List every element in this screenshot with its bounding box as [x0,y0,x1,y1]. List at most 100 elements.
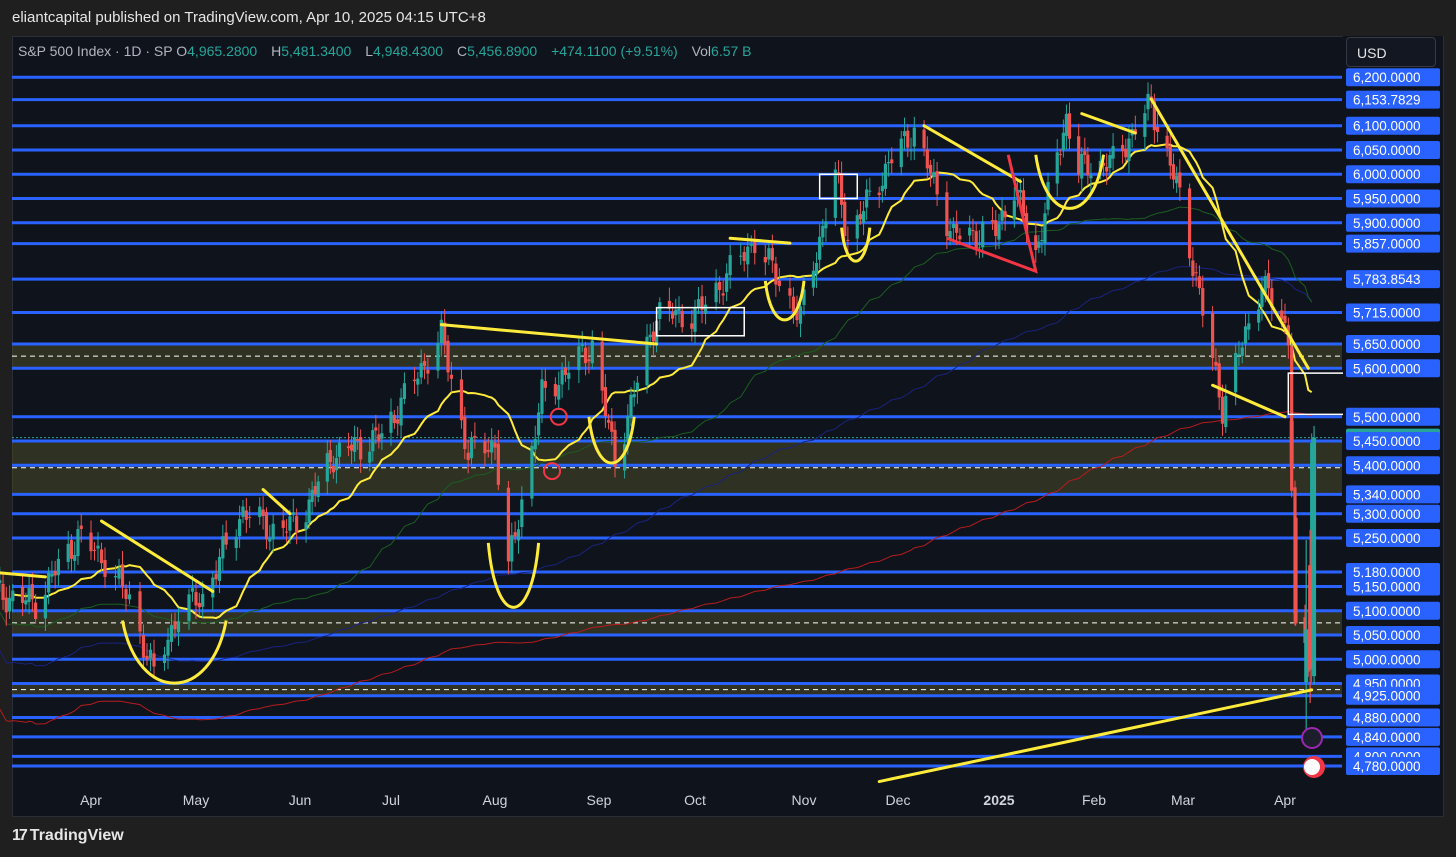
candle-body [211,577,215,598]
white-box-1 [818,173,859,200]
currency-button[interactable]: USD [1346,37,1436,67]
candle-body [1214,361,1218,366]
candle-body [1220,396,1225,424]
candle [587,346,591,374]
ma-50 [0,206,1313,628]
candle-body [346,446,351,449]
candle [1168,133,1172,180]
price-tag-label: 6,100.0000 [1353,119,1421,134]
candle-body [377,434,381,442]
candle [377,423,381,449]
candle [30,572,34,612]
candle-body [774,263,778,285]
candle [284,519,289,543]
candle-body [380,433,384,439]
time-tick-label: May [183,792,209,808]
price-tag-bg [1346,270,1440,289]
candle-body [990,220,995,222]
candle-recent [1304,539,1309,740]
candle-body [1127,138,1131,162]
price-tag-bg [1346,213,1440,232]
candle [166,627,170,670]
candle [234,529,238,561]
candle [1240,341,1244,364]
candle [187,588,191,630]
price-tag-bg [1346,165,1440,184]
candle [1175,166,1179,193]
candle [1064,104,1069,150]
candle [281,509,285,537]
candle-body [1310,442,1314,670]
candle-body [374,427,378,431]
candle [69,534,74,573]
candle [540,368,544,424]
candle-body [865,189,869,208]
candle-body [69,539,74,559]
candle-body [1243,326,1248,344]
candle-body [281,520,285,528]
candle-body [753,241,757,254]
price-tag-bg [1346,562,1440,581]
candle-body [268,538,272,542]
red-circle-1 [543,462,562,481]
candle-body [1201,288,1205,316]
candle-body [887,161,891,164]
candle [1266,259,1271,299]
candle-body [1003,211,1007,218]
candle-body [313,486,317,495]
price-tag: 6,050.0000 [1346,140,1440,159]
horizontal-levels [12,75,1342,768]
candle-body [770,248,774,261]
candle [307,488,311,529]
candle [932,158,936,184]
candle [268,524,272,551]
candle [1077,123,1081,184]
candle [629,387,633,427]
candle [971,218,975,242]
candle-body [337,442,342,457]
time-tick-label: Apr [80,792,102,808]
candle-body [169,625,174,642]
candle-body [580,344,584,347]
candle [295,508,299,545]
price-tag: 5,000.0000 [1346,650,1440,669]
candle-body [261,509,265,516]
price-tag-bg [1346,626,1440,645]
candle-recent [1289,416,1294,471]
candle [1061,119,1065,158]
candle-body [1270,288,1274,308]
candle [1089,163,1093,192]
candle-body [368,451,372,463]
candle [791,287,796,324]
price-tag-label: 6,050.0000 [1353,143,1421,158]
time-tick-label: Jun [289,792,312,808]
price-tag: 5,150.0000 [1346,577,1440,596]
candle-body [880,185,884,192]
candle [1037,234,1041,254]
candle-body [981,221,985,248]
candle [610,407,614,446]
candle-body [1021,190,1026,217]
candle [244,497,248,534]
price-tag: 5,857.0000 [1346,234,1440,253]
tradingview-logo[interactable]: 17 TradingView [12,827,124,845]
candle-body [99,549,104,564]
time-tick-label: Feb [1082,792,1106,808]
candle-body [316,481,320,498]
red-flag-drawing [946,154,1038,274]
candle [557,371,561,410]
candle-body [20,586,25,603]
vol-label: Vol [691,43,712,59]
candle [833,161,837,226]
candle [510,522,514,574]
trendline-7 [1211,383,1287,419]
candle-body [868,190,872,192]
price-tag-bg [1346,432,1440,451]
candle-body [587,359,591,362]
candle [739,242,743,265]
candle-body [623,444,627,471]
candle-body [1067,113,1072,139]
candle-body [600,341,604,391]
candle [56,548,61,587]
